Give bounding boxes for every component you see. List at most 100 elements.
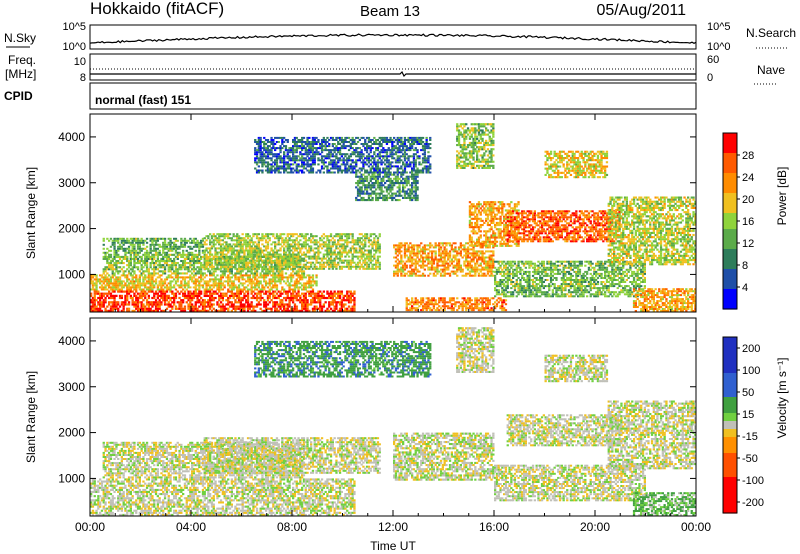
power-cell [337, 143, 340, 145]
power-cell [277, 157, 280, 160]
power-cell [115, 264, 118, 267]
power-cell [283, 255, 286, 258]
cpid-value: normal (fast) 151 [95, 93, 191, 107]
power-cell [355, 171, 358, 174]
power-cell [160, 296, 163, 300]
power-cell [225, 270, 228, 273]
power-cell [225, 241, 228, 244]
power-cell [347, 145, 351, 148]
power-cell [340, 233, 343, 236]
power-cell [127, 272, 131, 275]
power-cell [308, 247, 311, 250]
power-cell [189, 299, 192, 302]
power-cell [221, 296, 224, 300]
power-cell [279, 159, 282, 162]
power-cell [369, 163, 372, 166]
power-cell [297, 272, 300, 275]
power-cell [212, 243, 215, 246]
power-cell [328, 235, 331, 238]
power-cell [365, 149, 369, 152]
power-cell [367, 155, 371, 158]
power-cell [118, 262, 122, 265]
power-cell [218, 303, 221, 306]
power-cell [131, 249, 134, 252]
power-cell [113, 257, 116, 260]
power-cell [196, 307, 199, 310]
power-cell [277, 270, 280, 273]
power-cell [191, 247, 194, 250]
power-cell [353, 299, 356, 302]
power-cell [362, 184, 365, 187]
power-cell [192, 270, 196, 273]
power-cell [286, 153, 289, 156]
power-cell [144, 274, 147, 277]
power-cell [373, 257, 376, 260]
power-cell [167, 276, 170, 279]
power-cell [400, 165, 403, 168]
power-cell [297, 280, 300, 283]
power-cell [311, 163, 315, 166]
power-cell [117, 284, 120, 287]
power-cell [131, 247, 134, 250]
power-cell [91, 282, 95, 285]
power-cell [216, 266, 219, 269]
power-cell [378, 141, 381, 143]
power-cell [337, 292, 340, 295]
power-cell [328, 149, 331, 152]
power-cell [398, 136, 401, 139]
power-cell [308, 265, 311, 268]
power-cell [270, 163, 273, 166]
power-cell [136, 239, 140, 242]
power-cell [288, 147, 291, 150]
power-cell [124, 290, 127, 293]
power-cell [234, 261, 237, 264]
power-cell [421, 157, 425, 160]
power-cell [160, 303, 163, 306]
power-cell [129, 237, 132, 240]
power-cell [167, 249, 170, 252]
power-cell [131, 268, 134, 271]
power-cell [329, 251, 333, 254]
power-cell [135, 301, 138, 304]
power-cell [151, 288, 154, 291]
power-cell [362, 239, 365, 242]
power-cell [268, 163, 271, 166]
power-cell [209, 263, 212, 266]
power-cell [360, 169, 363, 172]
power-cell [284, 272, 288, 275]
power-cell [102, 292, 105, 295]
power-cell [259, 149, 262, 152]
power-cell [347, 155, 351, 158]
power-cell [182, 276, 185, 279]
power-cell [106, 251, 109, 254]
power-cell [198, 268, 201, 271]
power-cell [246, 267, 250, 270]
power-cell [138, 255, 141, 258]
power-cell [272, 169, 275, 172]
power-cell [153, 274, 156, 277]
power-cell [288, 159, 291, 162]
power-cell [407, 165, 410, 168]
power-cell [344, 153, 347, 156]
power-cell [135, 255, 138, 258]
power-cell [382, 167, 385, 170]
power-cell [403, 139, 407, 141]
power-cell [257, 276, 260, 279]
power-cell [223, 270, 226, 273]
power-cell [113, 253, 116, 256]
power-cell [347, 233, 351, 236]
power-cell [182, 262, 185, 265]
power-cell [333, 251, 336, 254]
power-cell [358, 241, 361, 244]
power-cell [140, 237, 143, 240]
power-cell [133, 249, 136, 252]
power-cell [310, 143, 313, 145]
power-cell [283, 253, 286, 256]
power-cell [353, 167, 356, 170]
power-cell [292, 288, 295, 291]
power-cell [295, 259, 298, 262]
power-cell [219, 274, 223, 277]
power-cell [176, 253, 179, 256]
power-cell [246, 292, 250, 295]
power-cell [270, 243, 273, 246]
